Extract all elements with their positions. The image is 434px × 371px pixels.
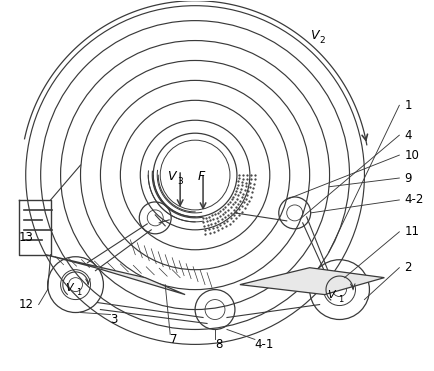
Text: 4-2: 4-2: [403, 193, 423, 206]
Text: 12: 12: [19, 298, 34, 311]
Text: 8: 8: [214, 338, 222, 351]
Text: 11: 11: [403, 225, 418, 238]
Text: 2: 2: [403, 261, 411, 274]
Polygon shape: [240, 268, 384, 295]
Text: 1: 1: [403, 99, 411, 112]
Text: 4: 4: [403, 129, 411, 142]
Text: V: V: [66, 283, 73, 293]
Text: V: V: [167, 170, 175, 183]
Text: 7: 7: [170, 333, 177, 346]
Text: 3: 3: [177, 177, 182, 186]
Text: V: V: [309, 29, 317, 42]
Text: V: V: [327, 290, 335, 299]
Text: 3: 3: [110, 313, 118, 326]
Text: 1: 1: [338, 295, 343, 303]
Text: F: F: [197, 170, 205, 183]
Text: 10: 10: [403, 149, 418, 162]
Text: 4-1: 4-1: [254, 338, 273, 351]
Text: 2: 2: [319, 36, 325, 45]
Text: 13: 13: [19, 231, 33, 244]
Polygon shape: [46, 255, 185, 295]
Text: 1: 1: [76, 288, 82, 296]
Text: 9: 9: [403, 171, 411, 184]
